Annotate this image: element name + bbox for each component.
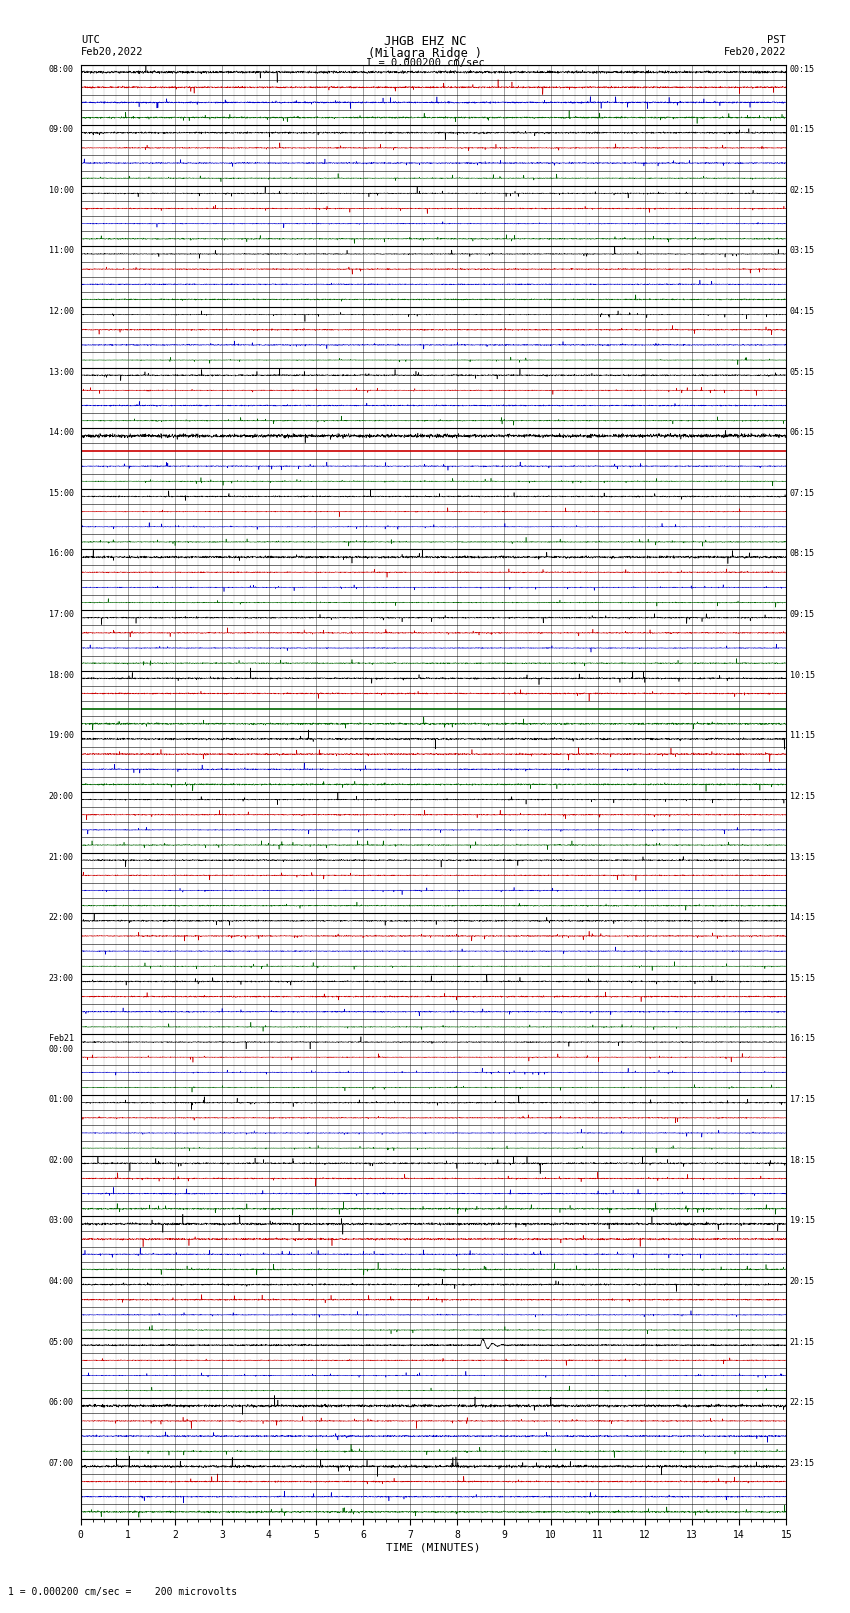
Text: 01:15: 01:15 — [790, 126, 815, 134]
Text: 13:15: 13:15 — [790, 853, 815, 861]
Text: 11:00: 11:00 — [48, 247, 74, 255]
Text: 06:15: 06:15 — [790, 427, 815, 437]
Text: PST: PST — [768, 35, 786, 45]
Text: 17:00: 17:00 — [48, 610, 74, 619]
Text: 00:15: 00:15 — [790, 65, 815, 74]
Text: UTC: UTC — [81, 35, 99, 45]
Text: 15:00: 15:00 — [48, 489, 74, 498]
Text: 09:00: 09:00 — [48, 126, 74, 134]
Text: Feb20,2022: Feb20,2022 — [81, 47, 144, 56]
Text: 22:15: 22:15 — [790, 1398, 815, 1407]
Text: 08:00: 08:00 — [48, 65, 74, 74]
Text: (Milagra Ridge ): (Milagra Ridge ) — [368, 47, 482, 60]
Text: 14:00: 14:00 — [48, 427, 74, 437]
Text: 14:15: 14:15 — [790, 913, 815, 923]
Text: 10:00: 10:00 — [48, 185, 74, 195]
Text: 01:00: 01:00 — [48, 1095, 74, 1103]
Text: 07:15: 07:15 — [790, 489, 815, 498]
Text: 04:15: 04:15 — [790, 306, 815, 316]
Text: 18:00: 18:00 — [48, 671, 74, 679]
Text: 02:00: 02:00 — [48, 1155, 74, 1165]
X-axis label: TIME (MINUTES): TIME (MINUTES) — [386, 1542, 481, 1553]
Text: 16:15: 16:15 — [790, 1034, 815, 1044]
Text: 13:00: 13:00 — [48, 368, 74, 376]
Text: 12:00: 12:00 — [48, 306, 74, 316]
Text: 20:00: 20:00 — [48, 792, 74, 802]
Text: 1 = 0.000200 cm/sec =    200 microvolts: 1 = 0.000200 cm/sec = 200 microvolts — [8, 1587, 238, 1597]
Text: 07:00: 07:00 — [48, 1458, 74, 1468]
Text: 12:15: 12:15 — [790, 792, 815, 802]
Text: 19:15: 19:15 — [790, 1216, 815, 1226]
Text: 19:00: 19:00 — [48, 731, 74, 740]
Text: 18:15: 18:15 — [790, 1155, 815, 1165]
Text: 02:15: 02:15 — [790, 185, 815, 195]
Text: 10:15: 10:15 — [790, 671, 815, 679]
Text: Feb21
00:00: Feb21 00:00 — [48, 1034, 74, 1053]
Text: 23:00: 23:00 — [48, 974, 74, 982]
Text: 23:15: 23:15 — [790, 1458, 815, 1468]
Text: I = 0.000200 cm/sec: I = 0.000200 cm/sec — [366, 58, 484, 68]
Text: 22:00: 22:00 — [48, 913, 74, 923]
Text: 06:00: 06:00 — [48, 1398, 74, 1407]
Text: 04:00: 04:00 — [48, 1277, 74, 1286]
Text: 16:00: 16:00 — [48, 550, 74, 558]
Text: 05:15: 05:15 — [790, 368, 815, 376]
Text: 05:00: 05:00 — [48, 1337, 74, 1347]
Text: 08:15: 08:15 — [790, 550, 815, 558]
Text: 21:15: 21:15 — [790, 1337, 815, 1347]
Text: JHGB EHZ NC: JHGB EHZ NC — [383, 35, 467, 48]
Text: 15:15: 15:15 — [790, 974, 815, 982]
Text: 17:15: 17:15 — [790, 1095, 815, 1103]
Text: 11:15: 11:15 — [790, 731, 815, 740]
Text: Feb20,2022: Feb20,2022 — [723, 47, 786, 56]
Text: 21:00: 21:00 — [48, 853, 74, 861]
Text: 03:15: 03:15 — [790, 247, 815, 255]
Text: 20:15: 20:15 — [790, 1277, 815, 1286]
Text: 09:15: 09:15 — [790, 610, 815, 619]
Text: 03:00: 03:00 — [48, 1216, 74, 1226]
